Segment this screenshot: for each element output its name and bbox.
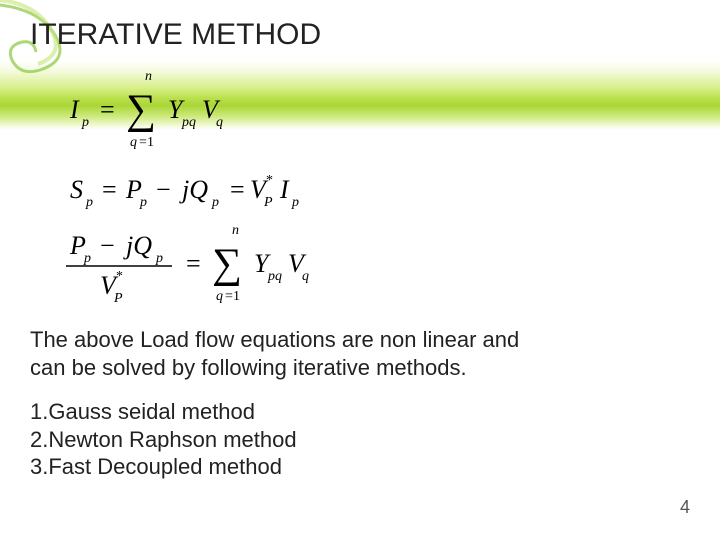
list-item-3: 3.Fast Decoupled method (30, 454, 282, 479)
svg-text:p: p (85, 195, 93, 210)
svg-text:p: p (139, 195, 147, 210)
svg-text:pq: pq (267, 269, 282, 284)
svg-text:=: = (139, 135, 147, 150)
svg-text:S: S (70, 175, 83, 204)
list-item-2: 2.Newton Raphson method (30, 427, 297, 452)
svg-text:n: n (145, 69, 152, 84)
svg-text:jQ: jQ (123, 231, 152, 260)
equation-3: P p − jQ p V P * = n ∑ q = 1 Y pq (66, 223, 309, 306)
svg-text:−: − (156, 175, 171, 204)
equation-1: I p = n ∑ q = 1 Y pq V q (69, 69, 223, 150)
svg-text:p: p (211, 195, 219, 210)
svg-text:q: q (216, 289, 223, 304)
svg-text:=: = (230, 175, 245, 204)
svg-text:*: * (266, 173, 273, 188)
svg-text:n: n (232, 223, 239, 238)
svg-text:I: I (69, 95, 80, 124)
svg-text:1: 1 (233, 289, 240, 304)
page-number: 4 (680, 497, 690, 518)
svg-text:q: q (216, 115, 223, 130)
svg-text:*: * (116, 269, 123, 284)
svg-text:1: 1 (147, 135, 154, 150)
svg-text:=: = (102, 175, 117, 204)
svg-text:pq: pq (181, 115, 196, 130)
svg-text:p: p (83, 251, 91, 266)
description-text: The above Load flow equations are non li… (30, 326, 519, 381)
svg-text:∑: ∑ (212, 241, 242, 287)
svg-text:=: = (225, 289, 233, 304)
svg-text:=: = (100, 95, 115, 124)
svg-text:P: P (113, 291, 123, 306)
svg-text:p: p (81, 115, 89, 130)
svg-text:q: q (302, 269, 309, 284)
description-line-2: can be solved by following iterative met… (30, 355, 467, 380)
slide-title: ITERATIVE METHOD (30, 18, 321, 52)
svg-text:=: = (186, 249, 201, 278)
methods-list: 1.Gauss seidal method 2.Newton Raphson m… (30, 398, 297, 481)
svg-text:p: p (155, 251, 163, 266)
svg-text:p: p (291, 195, 299, 210)
svg-text:I: I (279, 175, 290, 204)
svg-text:q: q (130, 135, 137, 150)
equations-block: I p = n ∑ q = 1 Y pq V q S p = P p (60, 68, 420, 318)
description-line-1: The above Load flow equations are non li… (30, 327, 519, 352)
slide: ITERATIVE METHOD I p = n ∑ q = 1 Y pq V … (0, 0, 720, 540)
equation-2: S p = P p − jQ p = V P * I p (70, 173, 299, 210)
svg-text:∑: ∑ (126, 87, 156, 133)
list-item-1: 1.Gauss seidal method (30, 399, 255, 424)
svg-text:−: − (100, 231, 115, 260)
svg-text:jQ: jQ (179, 175, 208, 204)
svg-text:P: P (263, 195, 273, 210)
